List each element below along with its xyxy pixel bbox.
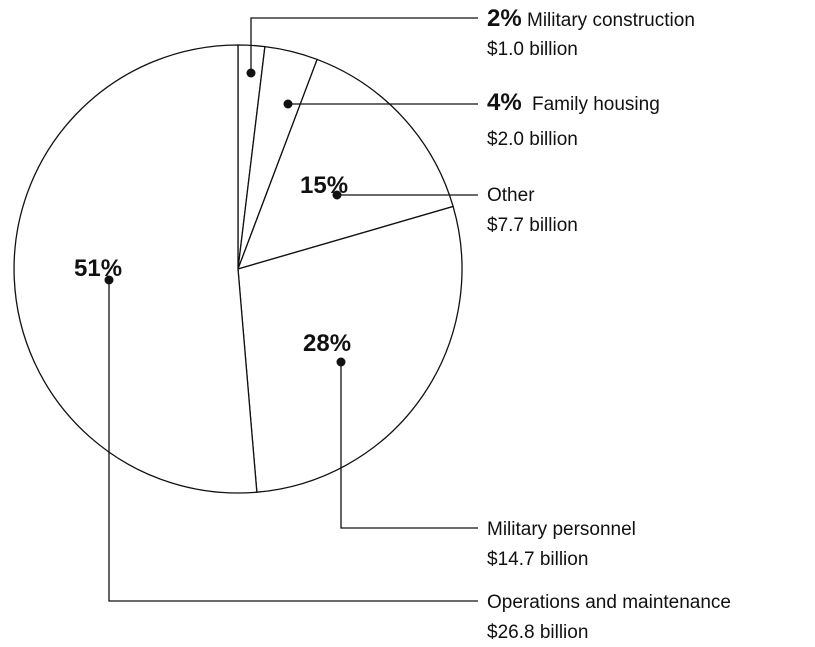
slice-label-family-housing: Family housing (532, 94, 660, 115)
leader-dot-other (332, 190, 342, 200)
slice-amount-family-housing: $2.0 billion (487, 129, 578, 150)
leader-line-military-personnel (340, 362, 478, 529)
leader-dot-military-personnel (336, 357, 346, 367)
slice-label-operations-maintenance: Operations and maintenance (487, 592, 731, 613)
percent-label-military-construction: 2% (487, 5, 522, 32)
slice-label-other: Other (487, 185, 535, 206)
percent-label-operations-maintenance: 51% (74, 255, 122, 282)
leader-line-military-construction (250, 17, 478, 73)
leader-dot-military-construction (246, 68, 256, 78)
leader-line-operations-maintenance (108, 280, 478, 602)
slice-amount-military-personnel: $14.7 billion (487, 549, 588, 570)
pie-slices (13, 44, 463, 494)
pie-slice-military-personnel (237, 205, 463, 493)
percent-label-family-housing: 4% (487, 89, 522, 116)
percent-label-military-personnel: 28% (303, 330, 351, 357)
slice-amount-other: $7.7 billion (487, 215, 578, 236)
slice-amount-operations-maintenance: $26.8 billion (487, 622, 588, 643)
leader-dot-operations-maintenance (104, 275, 114, 285)
leader-lines (104, 17, 478, 602)
pie-slice-operations-and-maintenance (13, 44, 258, 494)
pie-slice-other (236, 58, 454, 270)
slice-label-military-construction: Military construction (527, 10, 695, 31)
percent-label-other: 15% (300, 172, 348, 199)
leader-dot-family-housing (283, 99, 293, 109)
slice-amount-military-construction: $1.0 billion (487, 39, 578, 60)
slice-label-military-personnel: Military personnel (487, 519, 636, 540)
